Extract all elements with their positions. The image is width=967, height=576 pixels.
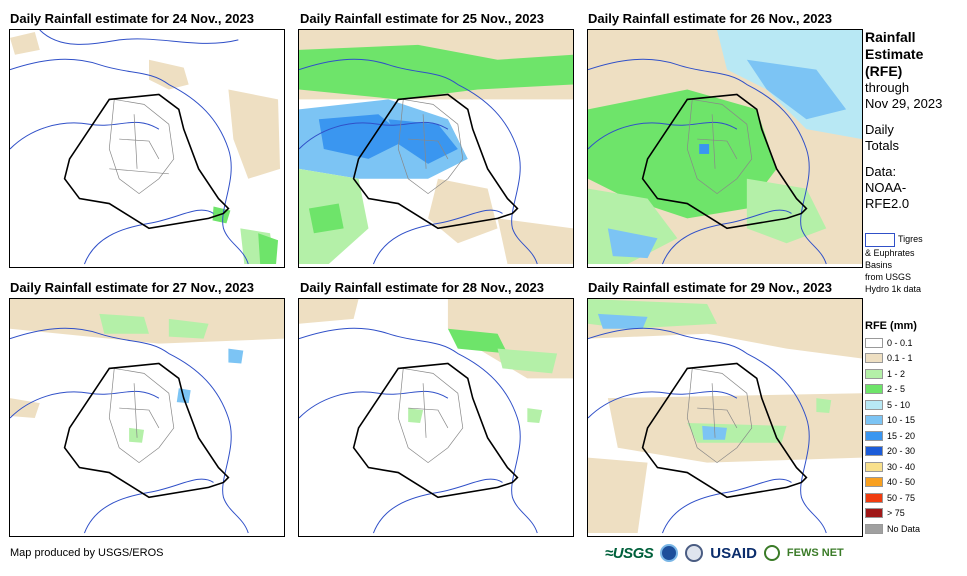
- fews-net-icon: [763, 545, 780, 561]
- panel-title-nov29: Daily Rainfall estimate for 29 Nov., 202…: [588, 280, 832, 295]
- legend-row: 0.1 - 1: [865, 351, 920, 367]
- fews-net-logo: FEWS NET: [786, 547, 844, 559]
- legend-row: 1 - 2: [865, 366, 920, 382]
- noaa-logo-icon: [660, 544, 679, 562]
- basin-label-line1: Tigres: [898, 234, 923, 244]
- legend-swatch: [865, 508, 883, 519]
- legend-label: No Data: [887, 523, 921, 534]
- legend-label: 40 - 50: [887, 477, 916, 488]
- legend-label: > 75: [887, 508, 905, 519]
- legend-swatch: [865, 461, 883, 472]
- data-source-line2: NOAA-: [865, 180, 907, 195]
- partner-logos: ≈USGS USAID FEWS NET: [605, 544, 844, 562]
- rain-areas: [10, 31, 281, 265]
- legend-label: 15 - 20: [887, 430, 916, 441]
- legend-row: 20 - 30: [865, 444, 920, 460]
- daily-label-line2: Totals: [865, 138, 899, 153]
- legend-row: 15 - 20: [865, 428, 920, 444]
- legend-label: 20 - 30: [887, 446, 916, 457]
- rfe-legend: RFE (mm) 0 - 0.1 0.1 - 1 1 - 2 2 - 5 5 - 10 1…: [865, 320, 920, 537]
- legend-label: 5 - 10: [887, 399, 911, 410]
- rainfall-map-nov27: [9, 298, 285, 537]
- legend-row: 30 - 40: [865, 459, 920, 475]
- legend-row: No Data: [865, 521, 920, 537]
- legend-row: 0 - 0.1: [865, 335, 920, 351]
- legend-swatch: [865, 399, 883, 410]
- daily-label-line1: Daily: [865, 122, 894, 137]
- legend-swatch: [865, 368, 883, 379]
- legend-swatch: [865, 477, 883, 488]
- through-date: Nov 29, 2023: [865, 96, 943, 111]
- panel-title-nov24: Daily Rainfall estimate for 24 Nov., 202…: [10, 11, 254, 26]
- panel-title-nov26: Daily Rainfall estimate for 26 Nov., 202…: [588, 11, 832, 26]
- legend-swatch: [865, 415, 883, 426]
- basin-label-line3: Basins: [865, 260, 893, 270]
- panel-title-nov27: Daily Rainfall estimate for 27 Nov., 202…: [10, 280, 254, 295]
- data-source-line3: RFE2.0: [865, 196, 910, 211]
- legend-swatch: [865, 492, 883, 503]
- legend-row: > 75: [865, 506, 920, 522]
- legend-row: 5 - 10: [865, 397, 920, 413]
- rainfall-map-nov29: [587, 298, 863, 537]
- legend-swatch: [865, 384, 883, 395]
- legend-row: 10 - 15: [865, 413, 920, 429]
- panel-title-nov25: Daily Rainfall estimate for 25 Nov., 202…: [300, 11, 544, 26]
- legend-title: RFE (mm): [865, 320, 917, 332]
- legend-swatch: [865, 430, 883, 441]
- legend-swatch: [865, 353, 883, 364]
- panel-title-nov28: Daily Rainfall estimate for 28 Nov., 202…: [300, 280, 544, 295]
- legend-swatch: [865, 523, 883, 534]
- legend-label: 0 - 0.1: [887, 337, 913, 348]
- through-label: through: [865, 80, 910, 95]
- legend-row: 50 - 75: [865, 490, 920, 506]
- legend-label: 2 - 5: [887, 384, 906, 395]
- basin-swatch: [865, 233, 895, 247]
- legend-rows: 0 - 0.1 0.1 - 1 1 - 2 2 - 5 5 - 10 10 - 15 15 …: [865, 335, 920, 537]
- legend-row: 2 - 5: [865, 382, 920, 398]
- sidebar-info: Rainfall Estimate (RFE) through Nov 29, …: [865, 29, 942, 212]
- usaid-logo: USAID: [710, 544, 757, 562]
- legend-label: 10 - 15: [887, 415, 916, 426]
- rainfall-map-nov26: [587, 29, 863, 268]
- legend-swatch: [865, 337, 883, 348]
- basin-key: Tigres & Euphrates Basins from USGS Hydr…: [865, 233, 923, 295]
- legend-row: 40 - 50: [865, 475, 920, 491]
- rainfall-map-nov24: [9, 29, 285, 268]
- legend-label: 0.1 - 1: [887, 353, 913, 364]
- legend-label: 50 - 75: [887, 492, 916, 503]
- government-seal-icon: [685, 544, 704, 562]
- data-source-line1: Data:: [865, 164, 897, 179]
- rainfall-map-nov25: [298, 29, 574, 268]
- basin-label-line5: Hydro 1k data: [865, 284, 922, 294]
- map-credit: Map produced by USGS/EROS: [10, 547, 164, 559]
- legend-label: 30 - 40: [887, 461, 916, 472]
- rfe-title-line1: Rainfall: [865, 29, 916, 45]
- basin-label-line2: & Euphrates: [865, 248, 915, 258]
- rfe-title-line2: Estimate: [865, 46, 924, 62]
- usgs-logo: ≈USGS: [605, 544, 654, 562]
- rainfall-map-nov28: [298, 298, 574, 537]
- legend-label: 1 - 2: [887, 368, 906, 379]
- legend-swatch: [865, 446, 883, 457]
- basin-label-line4: from USGS: [865, 272, 912, 282]
- rfe-title-line3: (RFE): [865, 63, 903, 79]
